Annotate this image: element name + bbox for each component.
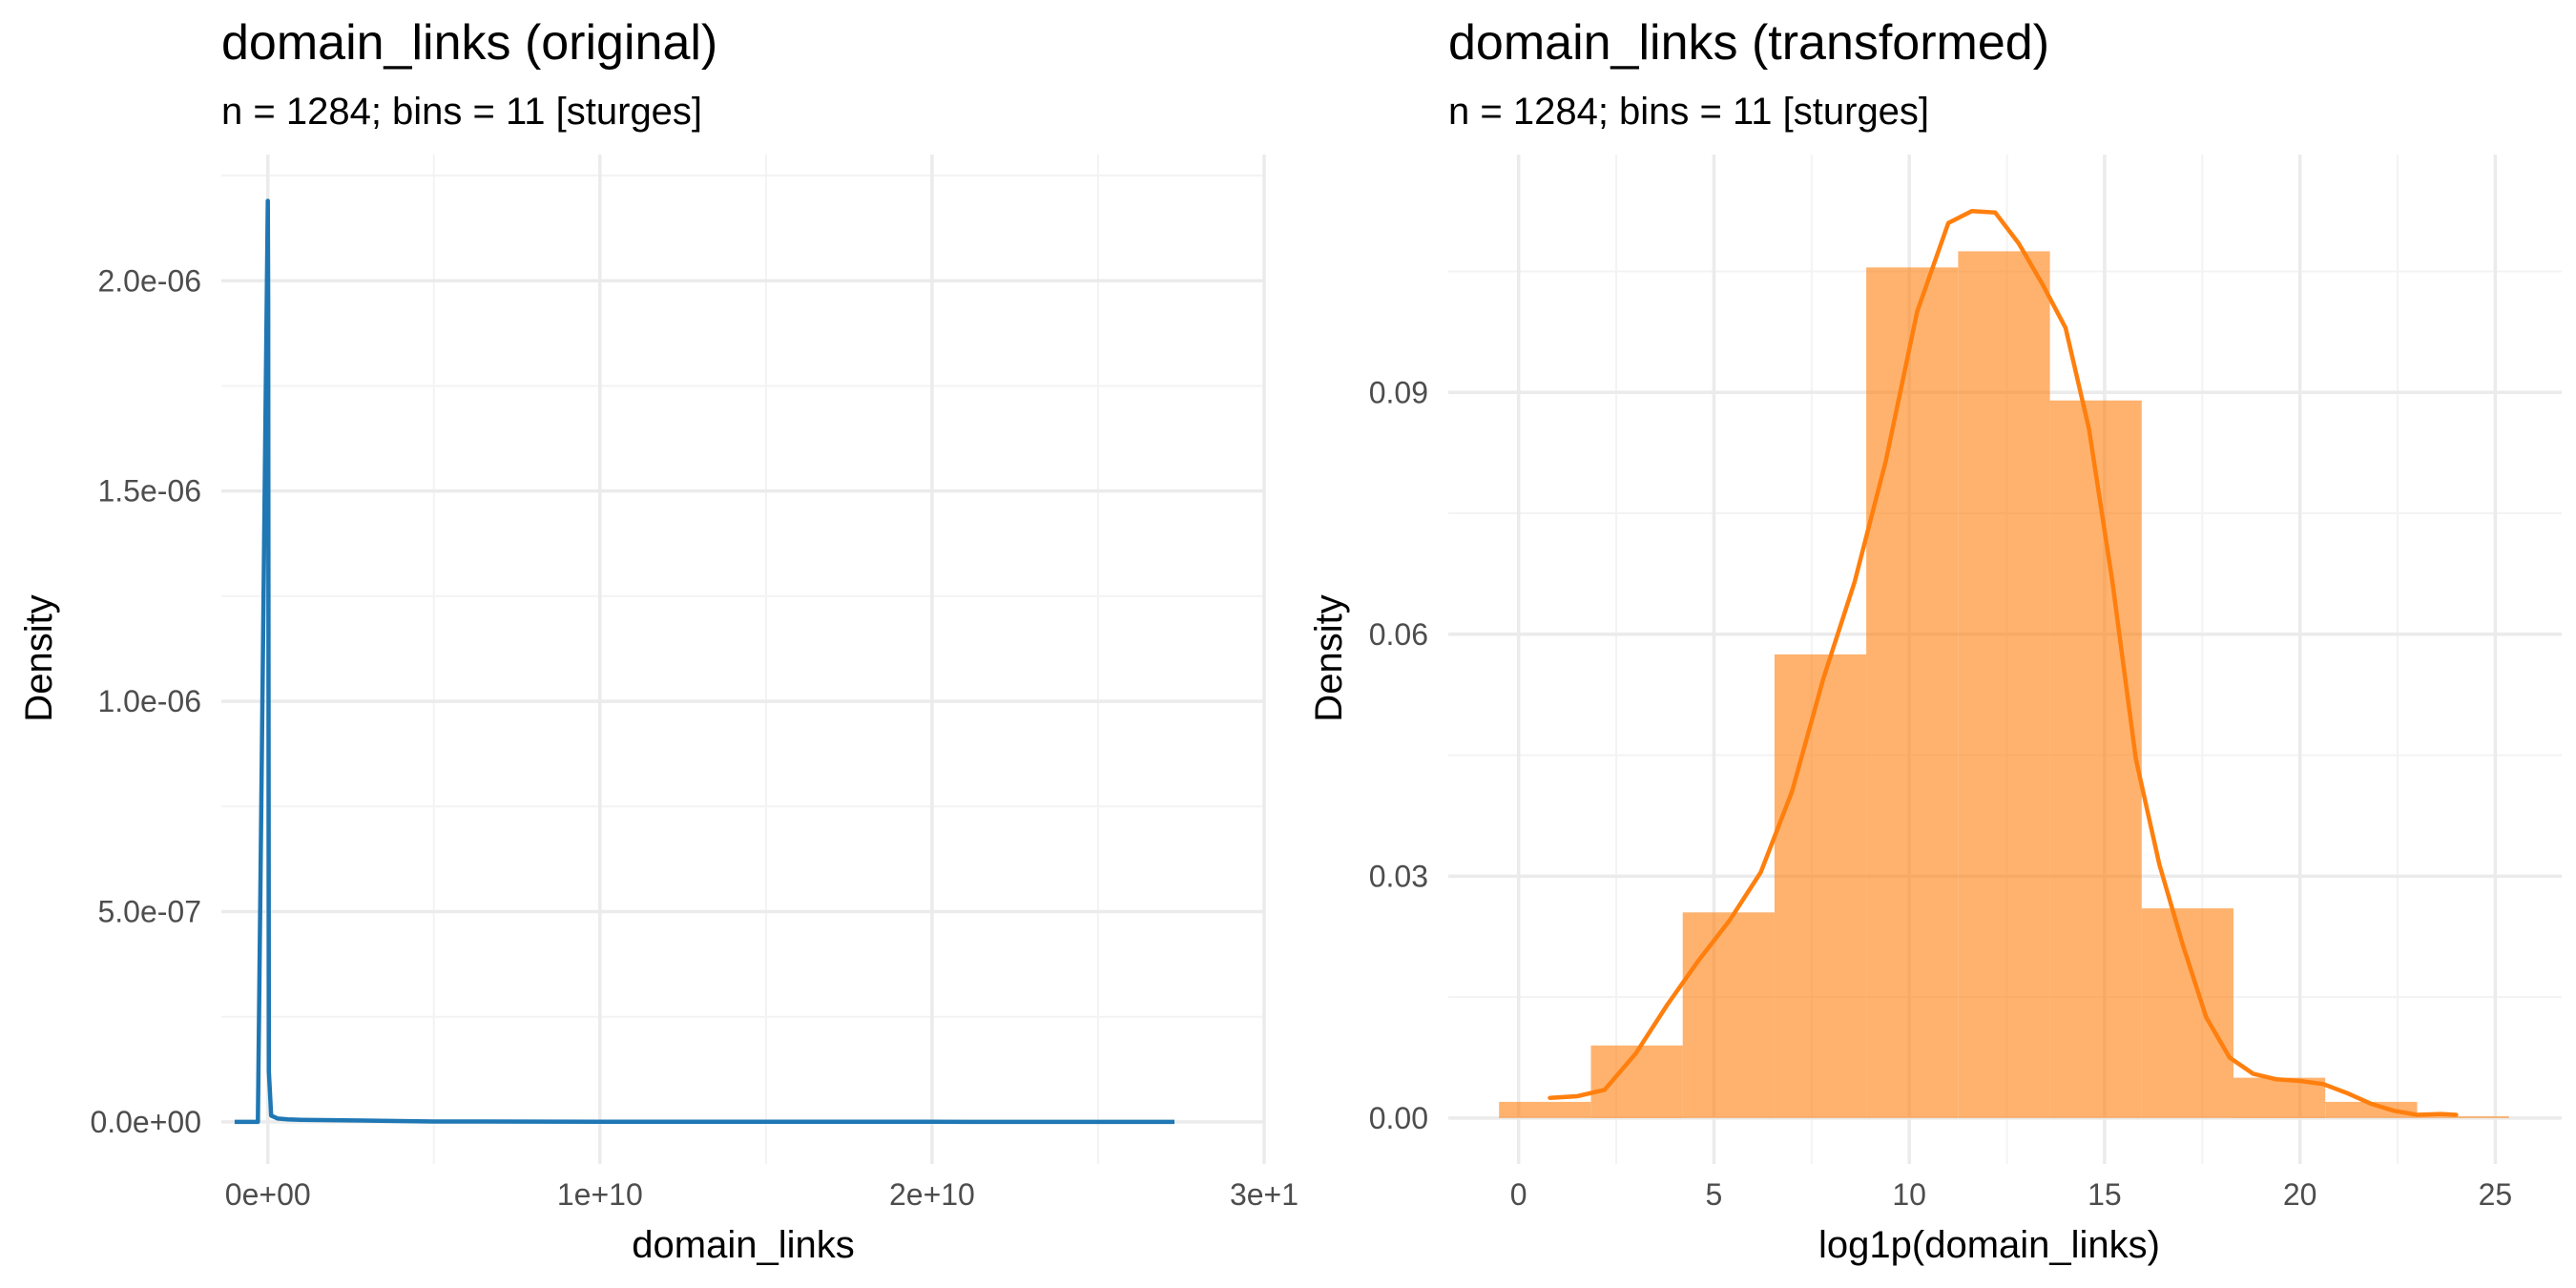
x-tick-label: 15 <box>2088 1177 2122 1212</box>
y-tick-label: 0.06 <box>1369 617 1428 652</box>
histogram-bar <box>1682 912 1775 1118</box>
x-tick-label: 2e+10 <box>889 1177 975 1212</box>
x-tick-label: 20 <box>2283 1177 2317 1212</box>
x-tick-label: 0 <box>1510 1177 1527 1212</box>
histogram-bar <box>1866 267 1959 1118</box>
x-tick-label: 10 <box>1892 1177 1926 1212</box>
histogram-bar <box>1958 251 2050 1118</box>
y-tick-label: 5.0e-07 <box>97 895 201 929</box>
y-tick-label: 0.09 <box>1369 375 1428 409</box>
panel-original: domain_links (original) n = 1284; bins =… <box>18 15 1298 1266</box>
plot-area-transformed <box>1499 208 2509 1118</box>
chart-title-transformed: domain_links (transformed) <box>1448 15 2049 71</box>
grid-original <box>221 155 1266 1164</box>
density-line-original <box>234 198 1174 1125</box>
x-axis-title-transformed: log1p(domain_links) <box>1818 1224 2160 1266</box>
chart-subtitle-original: n = 1284; bins = 11 [sturges] <box>221 91 702 133</box>
histogram-bar <box>2141 908 2233 1118</box>
y-tick-label: 0.00 <box>1369 1101 1428 1135</box>
y-tick-label: 1.0e-06 <box>97 684 201 718</box>
x-axis-title-original: domain_links <box>632 1224 854 1266</box>
histogram-bar <box>2325 1101 2418 1118</box>
x-tick-label: 0e+00 <box>225 1177 311 1212</box>
plot-area-original <box>234 198 1174 1125</box>
histogram-bar <box>1774 654 1867 1118</box>
histogram-bar <box>2417 1116 2509 1118</box>
chart-title-original: domain_links (original) <box>221 15 717 71</box>
tick-labels-original: 0e+00 1e+10 2e+10 3e+1 0.0e+00 5.0e-07 1.0e-06… <box>90 263 1298 1212</box>
y-tick-label: 2.0e-06 <box>97 263 201 298</box>
x-tick-label: 1e+10 <box>557 1177 643 1212</box>
y-tick-label: 1.5e-06 <box>97 474 201 509</box>
x-tick-label: 5 <box>1706 1177 1723 1212</box>
histogram-bar <box>1590 1045 1683 1118</box>
histogram-bar <box>2049 400 2142 1118</box>
x-tick-label: 3e+1 <box>1230 1177 1298 1212</box>
y-axis-title-original: Density <box>18 594 60 721</box>
density-curve-transformed <box>1548 208 2459 1117</box>
histogram-bar <box>1499 1101 1591 1118</box>
y-tick-label: 0.03 <box>1369 859 1428 893</box>
tick-labels-transformed: 0 5 10 15 20 25 0.00 0.03 0.06 0.09 <box>1369 375 2512 1212</box>
y-axis-title-transformed: Density <box>1308 594 1350 721</box>
y-tick-label: 0.0e+00 <box>90 1105 201 1139</box>
x-tick-label: 25 <box>2479 1177 2513 1212</box>
panel-transformed: domain_links (transformed) n = 1284; bin… <box>1308 15 2562 1266</box>
chart-subtitle-transformed: n = 1284; bins = 11 [sturges] <box>1448 91 1929 133</box>
